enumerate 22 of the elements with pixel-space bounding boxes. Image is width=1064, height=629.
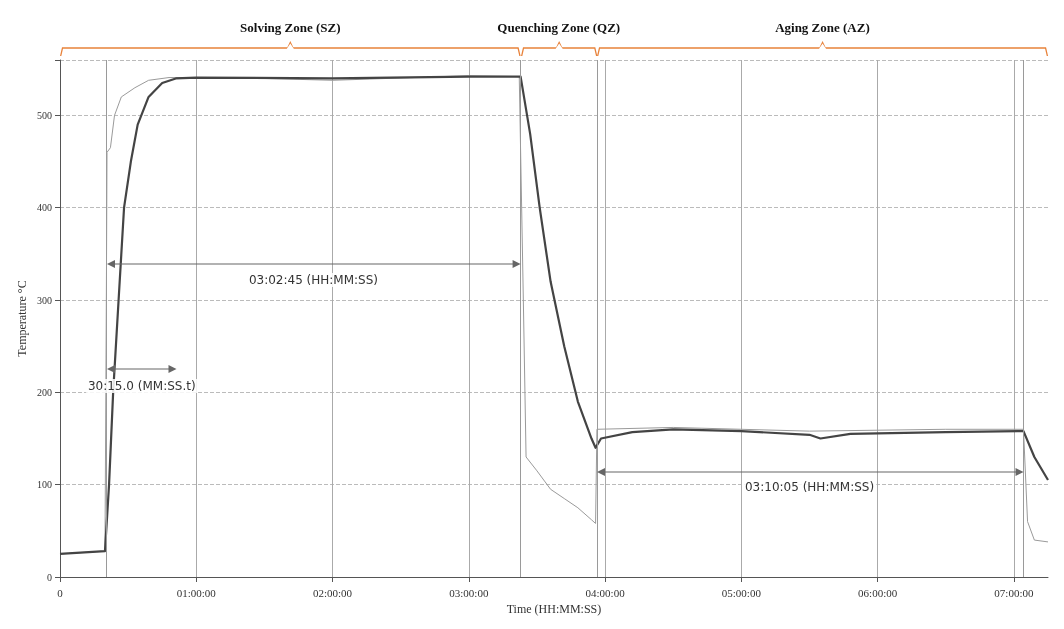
text: Aging Zone (AZ) bbox=[775, 20, 870, 36]
annotation: 03:02:45 (HH:MM:SS) bbox=[246, 272, 381, 287]
annotation: 03:10:05 (HH:MM:SS) bbox=[742, 479, 877, 494]
y-tick-label: 500 bbox=[37, 109, 52, 121]
x-tick-label: 0 bbox=[57, 586, 64, 599]
text: Quenching Zone (QZ) bbox=[497, 20, 621, 36]
text: Solving Zone (SZ) bbox=[240, 20, 341, 36]
y-tick-label: 200 bbox=[37, 386, 52, 398]
x-tick-label: 02:00:00 bbox=[312, 586, 353, 599]
x-tick-label: 01:00:00 bbox=[176, 586, 217, 599]
x-tick-label: 04:00:00 bbox=[585, 586, 626, 599]
y-tick-label: 300 bbox=[37, 294, 52, 306]
x-tick-label: 03:00:00 bbox=[449, 586, 489, 599]
x-tick-label: 07:00:00 bbox=[994, 586, 1034, 599]
annotation: 30:15.0 (MM:SS.t) bbox=[85, 378, 198, 393]
x-tick-label: 05:00:00 bbox=[721, 586, 762, 599]
x-axis-title: Time (HH:MM:SS) bbox=[506, 601, 602, 616]
y-tick-label: 0 bbox=[47, 571, 52, 583]
y-tick-label: 400 bbox=[37, 202, 52, 214]
x-tick-label: 06:00:00 bbox=[858, 586, 898, 599]
y-tick-label: 100 bbox=[37, 479, 52, 491]
y-axis-title: Temperature °C bbox=[15, 280, 29, 357]
